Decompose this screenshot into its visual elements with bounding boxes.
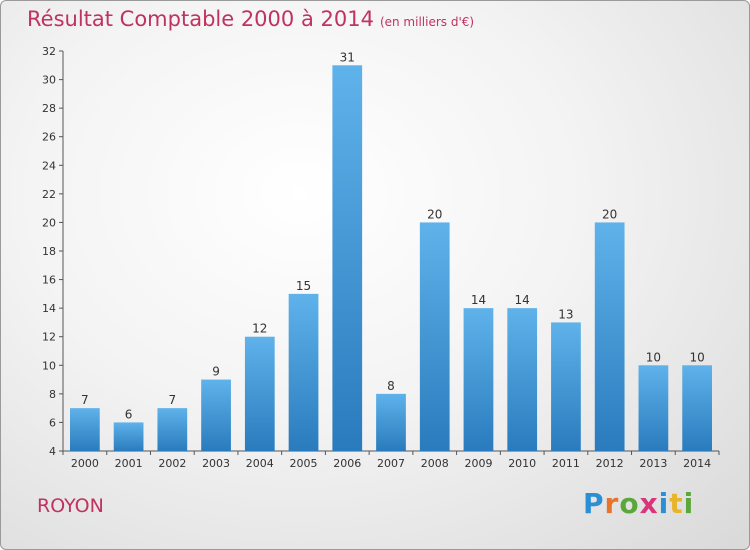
y-tick-label: 30 xyxy=(42,74,56,87)
bar xyxy=(507,308,538,451)
y-tick-label: 18 xyxy=(42,245,56,258)
chart-subtitle: (en milliers d'€) xyxy=(379,15,475,29)
y-tick-label: 28 xyxy=(42,102,56,115)
data-label: 13 xyxy=(558,307,573,321)
bar xyxy=(113,422,144,451)
data-label: 31 xyxy=(340,50,355,64)
data-label: 14 xyxy=(471,293,486,307)
y-tick-label: 24 xyxy=(42,159,56,172)
data-label: 7 xyxy=(81,393,89,407)
bar xyxy=(682,365,713,451)
data-label: 10 xyxy=(646,350,661,364)
x-tick-label: 2008 xyxy=(421,457,449,470)
x-tick-label: 2007 xyxy=(377,457,405,470)
x-tick-label: 2001 xyxy=(115,457,143,470)
bar xyxy=(376,393,406,451)
city-name: ROYON xyxy=(37,495,104,517)
x-tick-label: 2005 xyxy=(290,457,318,470)
x-tick-label: 2011 xyxy=(552,457,580,470)
bar xyxy=(69,408,100,451)
data-label: 14 xyxy=(515,293,530,307)
y-tick-label: 6 xyxy=(49,416,56,429)
axes: 4 6 8 10 12 14 16 18 20 22 24 26 28 30 32 2000 2001 2002 2… xyxy=(42,45,720,470)
bar xyxy=(288,293,319,451)
y-tick-label: 16 xyxy=(42,274,56,287)
x-tick-label: 2002 xyxy=(158,457,186,470)
bar xyxy=(594,222,625,451)
data-label: 7 xyxy=(169,393,177,407)
x-tick-label: 2006 xyxy=(333,457,361,470)
logo-letter: P xyxy=(583,487,605,520)
bar xyxy=(551,322,581,451)
y-tick-label: 10 xyxy=(42,359,56,372)
x-tick-label: 2014 xyxy=(683,457,711,470)
y-tick-label: 14 xyxy=(42,302,56,315)
data-label: 12 xyxy=(252,322,267,336)
data-label: 10 xyxy=(689,350,704,364)
x-tick-label: 2000 xyxy=(71,457,99,470)
bar xyxy=(157,408,188,451)
y-tick-label: 22 xyxy=(42,188,56,201)
bar xyxy=(419,222,450,451)
bar xyxy=(463,308,494,451)
data-label: 20 xyxy=(427,207,442,221)
logo-letter: i xyxy=(683,487,695,520)
chart-title: Résultat Comptable 2000 à 2014 (en millie… xyxy=(27,7,474,31)
logo-letter: i xyxy=(658,487,670,520)
bar xyxy=(201,379,231,451)
data-label: 20 xyxy=(602,207,617,221)
data-label: 6 xyxy=(125,407,133,421)
y-tick-label: 12 xyxy=(42,331,56,344)
bar xyxy=(244,336,275,451)
x-tick-label: 2009 xyxy=(464,457,492,470)
x-tick-label: 2003 xyxy=(202,457,230,470)
y-tick-label: 8 xyxy=(49,388,56,401)
bar xyxy=(332,65,363,452)
logo-letter: o xyxy=(619,487,640,520)
x-tick-label: 2013 xyxy=(639,457,667,470)
y-tick-label: 32 xyxy=(42,45,56,58)
x-tick-label: 2012 xyxy=(596,457,624,470)
x-tick-label: 2004 xyxy=(246,457,274,470)
data-label: 15 xyxy=(296,279,311,293)
logo-letter: x xyxy=(639,487,659,520)
logo-letter: t xyxy=(669,487,684,520)
bar xyxy=(638,365,669,451)
proxiti-logo: Proxiti xyxy=(583,487,694,520)
y-tick-label: 26 xyxy=(42,131,56,144)
data-labels: 7 6 7 9 12 15 31 8 20 14 14 13 20 10 10 xyxy=(81,50,705,421)
data-label: 9 xyxy=(212,365,220,379)
logo-letter: r xyxy=(604,487,620,520)
data-label: 8 xyxy=(387,379,395,393)
title-text: Résultat Comptable 2000 à 2014 xyxy=(27,7,374,31)
y-tick-label: 20 xyxy=(42,216,56,229)
bars xyxy=(69,65,713,452)
y-tick-label: 4 xyxy=(49,445,56,458)
x-tick-label: 2010 xyxy=(508,457,536,470)
